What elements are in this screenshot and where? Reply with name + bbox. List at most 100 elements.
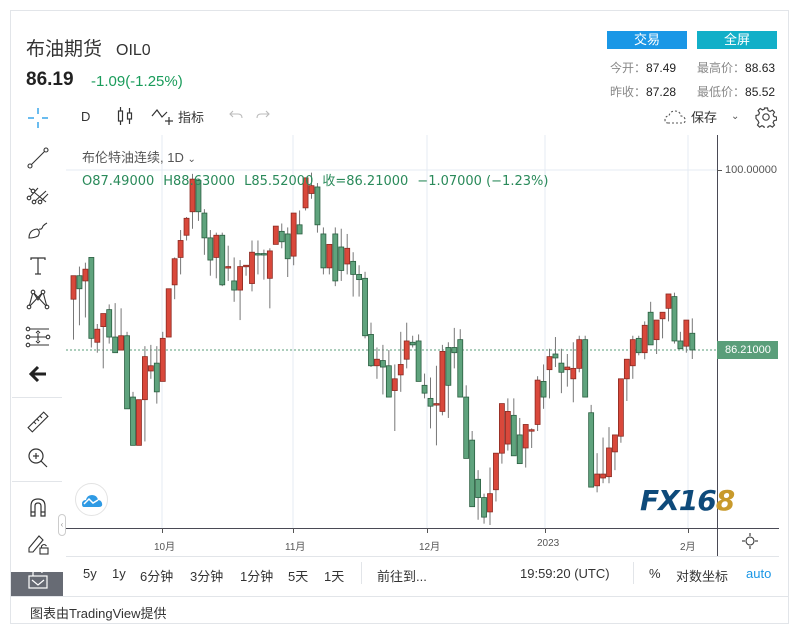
ruler-icon xyxy=(27,411,49,433)
price-axis[interactable] xyxy=(717,135,779,528)
time-tick-mark xyxy=(162,528,163,533)
time-tick: 10月 xyxy=(154,542,176,553)
text-tool[interactable] xyxy=(24,252,52,280)
cloud-chart-icon xyxy=(81,494,102,507)
stat-prev-close: 昨收：87.28 xyxy=(610,85,677,99)
redo-icon xyxy=(256,110,270,119)
interval-button[interactable]: D xyxy=(81,109,91,124)
stat-low: 最低价：85.52 xyxy=(697,85,776,99)
time-tick-mark xyxy=(427,528,428,533)
range-1d[interactable]: 1天 xyxy=(324,569,345,584)
time-tick-mark xyxy=(545,528,546,533)
save-button[interactable]: 保存 ⌄ xyxy=(663,107,739,126)
axis-settings-button[interactable] xyxy=(742,533,758,549)
gear-icon xyxy=(755,107,777,128)
cloud-logo-button[interactable] xyxy=(75,483,108,516)
stat-high-value: 88.63 xyxy=(745,61,776,75)
time-tick: 2023 xyxy=(537,538,560,549)
sun-settings-icon xyxy=(742,533,758,549)
instrument-code: OIL0 xyxy=(116,42,151,59)
undo-button[interactable] xyxy=(228,108,244,122)
candlestick-chart xyxy=(66,135,717,528)
bottom-sep xyxy=(361,562,362,584)
pitchfork-tool[interactable] xyxy=(24,180,52,208)
range-1min[interactable]: 1分钟 xyxy=(240,569,274,584)
tools-divider xyxy=(12,481,62,482)
instrument-title: 布油期货 OIL0 xyxy=(26,34,151,61)
pitchfork-icon xyxy=(26,187,49,205)
brush-icon xyxy=(28,222,48,239)
footer-divider xyxy=(11,596,789,597)
settings-button[interactable] xyxy=(755,106,777,128)
ruler-tool[interactable] xyxy=(24,408,52,436)
chart-widget-frame xyxy=(10,10,789,624)
fullscreen-button[interactable]: 全屏 xyxy=(697,31,777,49)
range-5d[interactable]: 5天 xyxy=(288,569,309,584)
range-1y[interactable]: 1y xyxy=(112,566,126,581)
range-6min[interactable]: 6分钟 xyxy=(140,569,174,584)
clock-time: 19:59:20 (UTC) xyxy=(520,566,610,581)
zoom-in-tool[interactable] xyxy=(24,444,52,472)
pattern-icon xyxy=(26,289,50,310)
trendline-tool[interactable] xyxy=(24,144,52,172)
axis-corner-divider xyxy=(717,528,718,556)
tools-divider xyxy=(12,397,62,398)
stat-high: 最高价：88.63 xyxy=(697,61,776,75)
time-axis[interactable] xyxy=(66,528,779,556)
legend-low: L85.52000 xyxy=(244,174,314,189)
back-arrow-icon xyxy=(28,365,46,383)
range-3min[interactable]: 3分钟 xyxy=(190,569,224,584)
indicators-button[interactable]: 指标 xyxy=(151,106,204,126)
price-tick: 100.00000 xyxy=(725,164,777,176)
goto-date-button[interactable]: 前往到... xyxy=(377,569,427,584)
redo-button[interactable] xyxy=(255,108,271,122)
trade-button[interactable]: 交易 xyxy=(607,31,687,49)
trendline-icon xyxy=(27,147,49,169)
pattern-tool[interactable] xyxy=(24,286,52,314)
legend-open: O87.49000 xyxy=(82,174,155,189)
series-symbol: 布伦特油连续, 1D xyxy=(82,150,184,165)
stat-prev-close-value: 87.28 xyxy=(646,85,677,99)
time-tick: 2月 xyxy=(680,542,696,553)
crosshair-tool[interactable] xyxy=(26,106,50,130)
collapse-toolbar-handle[interactable]: ‹ xyxy=(58,514,66,536)
stat-open: 今开：87.49 xyxy=(610,61,677,75)
lock-drawings-tool[interactable] xyxy=(24,530,52,558)
ohlc-legend: O87.49000 H88.63000 L85.52000 收=86.21000 −1.… xyxy=(82,170,557,189)
auto-scale-toggle[interactable]: auto xyxy=(746,566,772,581)
zoom-in-icon xyxy=(28,448,48,468)
magnet-tool[interactable] xyxy=(24,493,52,521)
crosshair-icon xyxy=(28,108,48,128)
price-change: -1.09(-1.25%) xyxy=(91,73,183,90)
last-price-label: 86.21000 xyxy=(717,341,778,359)
instrument-name: 布油期货 xyxy=(26,39,103,60)
save-dropdown-chevron-icon[interactable]: ⌄ xyxy=(731,111,740,122)
text-icon xyxy=(30,257,46,275)
lock-drawing-icon xyxy=(28,535,49,555)
undo-icon xyxy=(229,110,243,119)
range-5y[interactable]: 5y xyxy=(83,566,97,581)
unlock-tool[interactable] xyxy=(24,565,52,593)
legend-chevron-icon[interactable]: ⌄ xyxy=(187,154,196,165)
current-price: 86.19 xyxy=(26,69,74,90)
series-legend[interactable]: 布伦特油连续, 1D ⌄ xyxy=(82,147,196,166)
magnet-icon xyxy=(30,498,46,517)
price-tick-mark xyxy=(717,170,722,171)
chart-plot-area[interactable] xyxy=(66,135,717,528)
cloud-save-icon xyxy=(664,109,686,124)
indicators-icon xyxy=(151,109,173,125)
measure-range-icon xyxy=(25,326,51,348)
legend-high: H88.63000 xyxy=(163,174,236,189)
stat-low-value: 85.52 xyxy=(745,85,776,99)
time-tick-mark xyxy=(688,528,689,533)
save-label: 保存 xyxy=(691,110,718,125)
log-scale-toggle[interactable]: 对数坐标 xyxy=(676,569,729,584)
time-tick: 12月 xyxy=(419,542,441,553)
legend-close: 收=86.21000 xyxy=(322,174,409,189)
brush-tool[interactable] xyxy=(24,216,52,244)
percent-toggle[interactable]: % xyxy=(649,566,661,581)
bottom-sep xyxy=(633,562,634,584)
measure-range-tool[interactable] xyxy=(24,323,52,351)
hide-toolbar-button[interactable] xyxy=(24,360,52,388)
chart-type-button[interactable] xyxy=(116,106,134,126)
